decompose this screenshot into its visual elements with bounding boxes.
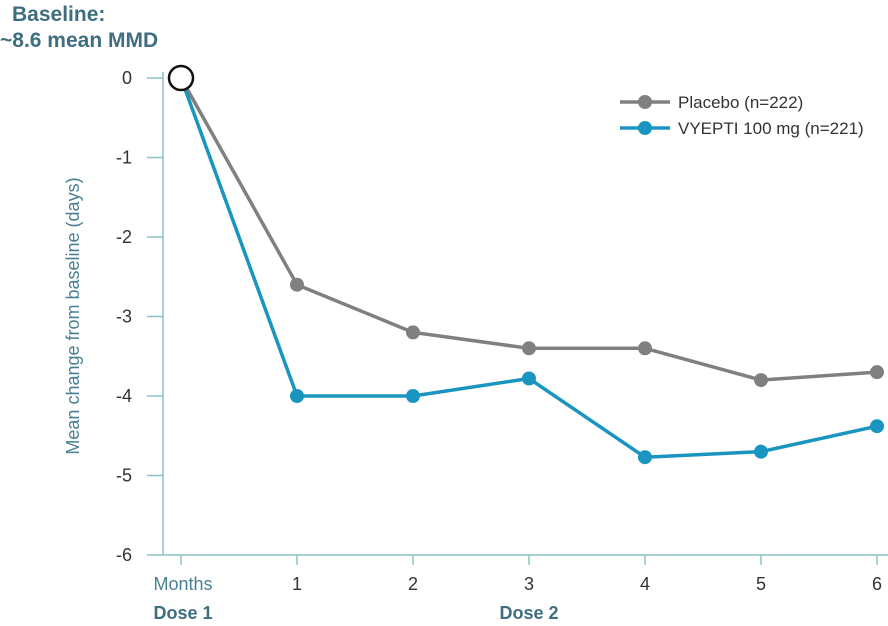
baseline-marker — [167, 64, 195, 92]
x-tick-label: 4 — [640, 574, 650, 594]
legend-swatch-marker — [638, 95, 652, 109]
dose-annotation: Dose 1 — [153, 603, 212, 623]
data-point-0 — [522, 341, 536, 356]
y-tick-label: -2 — [116, 227, 132, 247]
data-point-1 — [290, 389, 304, 403]
data-point-0 — [754, 373, 768, 388]
legend-label: VYEPTI 100 mg (n=221) — [678, 119, 864, 138]
y-tick-label: -1 — [116, 148, 132, 168]
legend-swatch-marker — [638, 121, 652, 135]
x-tick-label: 3 — [524, 574, 534, 594]
legend-label: Placebo (n=222) — [678, 93, 803, 112]
x-tick-label: 2 — [408, 574, 418, 594]
x-axis-title: Months — [153, 574, 212, 594]
data-point-1 — [754, 444, 768, 459]
y-tick-label: -3 — [116, 307, 132, 327]
baseline-title-line1: Baseline: — [12, 3, 106, 26]
y-tick-label: -4 — [116, 386, 132, 406]
y-axis-label: Mean change from baseline (days) — [63, 177, 83, 454]
dose-annotation: Dose 2 — [499, 603, 558, 623]
data-point-1 — [638, 450, 652, 465]
x-tick-label: 5 — [756, 574, 766, 594]
data-point-1 — [870, 419, 884, 434]
data-point-1 — [522, 371, 536, 386]
x-tick-label: 6 — [872, 574, 882, 594]
y-tick-label: -5 — [116, 466, 132, 486]
data-point-1 — [406, 389, 420, 403]
data-point-0 — [870, 365, 884, 380]
y-tick-label: -6 — [116, 545, 132, 565]
data-point-0 — [406, 325, 420, 340]
y-tick-label: 0 — [122, 68, 132, 88]
x-tick-label: 1 — [292, 574, 302, 594]
data-point-0 — [290, 277, 304, 292]
baseline-title-line2: ~8.6 mean MMD — [0, 29, 159, 52]
data-point-0 — [638, 341, 652, 356]
